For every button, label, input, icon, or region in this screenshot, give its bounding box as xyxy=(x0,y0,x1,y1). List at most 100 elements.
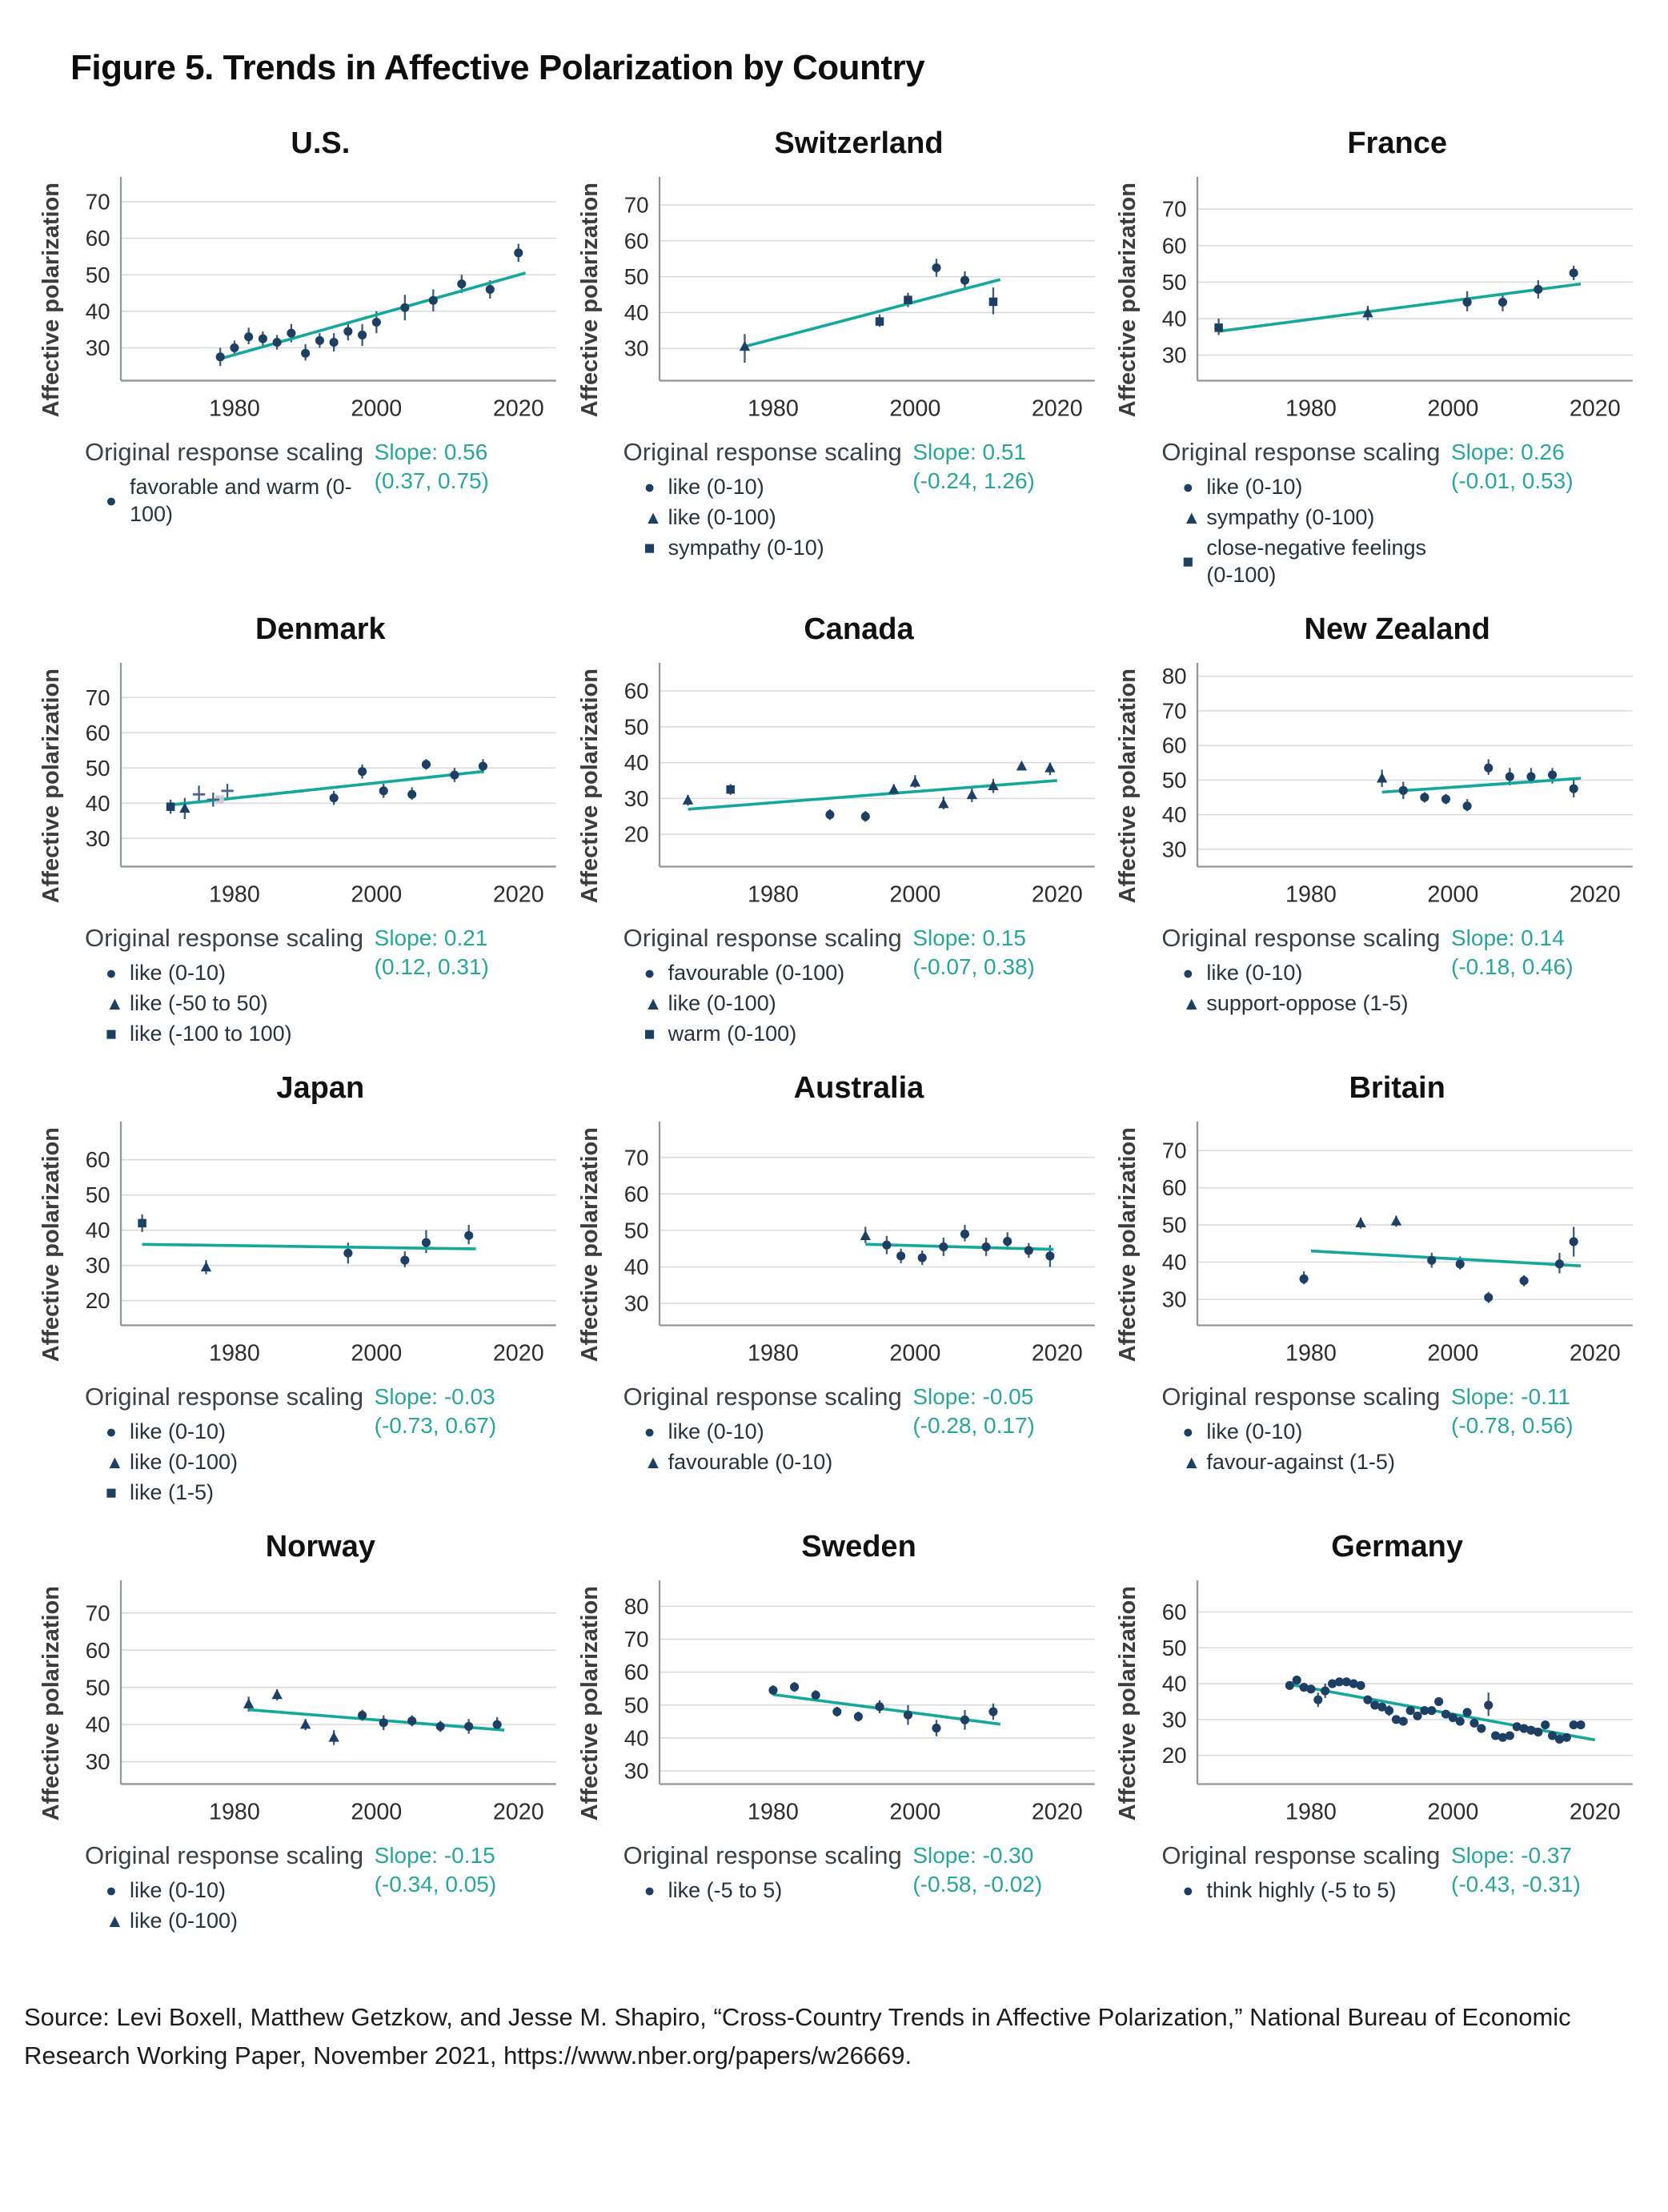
circle-marker xyxy=(428,295,438,305)
y-tick-label: 30 xyxy=(623,786,648,811)
square-marker xyxy=(726,785,735,794)
circle-marker xyxy=(464,1230,474,1240)
circle-marker xyxy=(1399,785,1409,795)
circle-marker xyxy=(1313,1695,1323,1704)
x-tick-label: 2020 xyxy=(1570,881,1621,907)
circle-marker xyxy=(1441,794,1451,804)
legend-items: ● like (0-10) ▲ like (0-100) xyxy=(85,1877,363,1934)
legend-heading: Original response scaling xyxy=(1161,923,1441,952)
circle-marker xyxy=(478,761,487,771)
panel-title: Sweden xyxy=(801,1529,916,1564)
gridlines xyxy=(121,201,556,349)
circle-marker-icon: ● xyxy=(1182,1420,1194,1442)
y-tick-label: 30 xyxy=(1162,1287,1187,1311)
y-tick-label: 40 xyxy=(1162,307,1187,331)
legend-row: Original response scaling ● like (0-10) ▲ f… xyxy=(1112,1383,1634,1475)
axes xyxy=(119,662,556,868)
circle-marker-icon: ● xyxy=(106,961,117,983)
circle-marker xyxy=(421,1238,431,1247)
circle-marker xyxy=(1292,1675,1302,1684)
axes xyxy=(119,1580,556,1785)
circle-marker xyxy=(1555,1259,1565,1269)
slope-annotation: Slope: -0.03 (-0.73, 0.67) xyxy=(375,1383,555,1441)
legend-block: Original response scaling ● like (-5 to 5… xyxy=(623,1841,902,1904)
square-marker xyxy=(903,295,912,304)
circle-marker xyxy=(358,767,367,777)
slope-annotation: Slope: -0.11 (-0.78, 0.56) xyxy=(1451,1383,1631,1441)
plot-row: Affective polarization 30 40 50 60 70 1980 200… xyxy=(35,1577,558,1830)
circle-marker-icon: ● xyxy=(106,1879,117,1901)
legend-item: ■ warm (0-100) xyxy=(644,1020,902,1047)
plot-row: Affective polarization 30 40 50 60 70 1980 200… xyxy=(574,1118,1097,1371)
slope-ci: (-0.43, -0.31) xyxy=(1451,1872,1581,1897)
legend-items: ● like (-5 to 5) xyxy=(623,1877,902,1904)
slope-annotation: Slope: 0.26 (-0.01, 0.53) xyxy=(1451,438,1631,496)
circle-marker xyxy=(244,332,254,342)
y-tick-labels: 30 40 50 60 70 80 xyxy=(623,1594,648,1784)
circle-marker-icon: ● xyxy=(644,1420,656,1442)
circle-marker-icon: ● xyxy=(644,1879,656,1901)
error-bars xyxy=(743,259,994,363)
circle-marker xyxy=(1392,1715,1401,1724)
gridlines xyxy=(659,204,1095,349)
circle-marker xyxy=(1420,793,1429,802)
slope-value: Slope: 0.56 xyxy=(374,439,488,464)
circle-marker xyxy=(1328,1679,1337,1688)
y-tick-label: 30 xyxy=(86,1253,110,1278)
triangle-marker xyxy=(299,1718,311,1729)
legend-item: ▲ like (-50 to 50) xyxy=(106,990,363,1017)
circle-marker xyxy=(960,1715,969,1724)
plot-row: Affective polarization 20 30 40 50 60 1980 200… xyxy=(574,660,1097,913)
circle-marker xyxy=(1335,1676,1345,1687)
y-tick-label: 70 xyxy=(623,1145,648,1170)
legend-item: ● like (-5 to 5) xyxy=(644,1877,902,1904)
circle-marker xyxy=(988,1707,998,1716)
circle-marker xyxy=(768,1685,778,1695)
legend-row: Original response scaling ● like (0-10) ▲ s… xyxy=(1112,438,1634,588)
gridlines xyxy=(121,697,556,839)
plot-row: Affective polarization 30 40 50 60 70 1980 200… xyxy=(35,660,558,913)
y-tick-labels: 30 40 50 60 70 xyxy=(86,1600,110,1774)
x-tick-label: 1980 xyxy=(748,1340,799,1366)
gridlines xyxy=(659,1605,1095,1772)
y-tick-label: 40 xyxy=(623,1255,648,1279)
circle-marker xyxy=(421,760,431,769)
axes xyxy=(1197,1121,1634,1327)
circle-marker xyxy=(343,1248,353,1258)
y-tick-label: 50 xyxy=(1162,270,1187,295)
square-marker xyxy=(138,1218,146,1227)
x-tick-label: 1980 xyxy=(209,395,260,421)
circle-marker xyxy=(1555,1734,1565,1744)
legend-heading: Original response scaling xyxy=(1161,1382,1441,1411)
triangle-marker-icon: ▲ xyxy=(1182,992,1201,1014)
panel-title: Britain xyxy=(1349,1070,1445,1105)
circle-marker-icon: ● xyxy=(644,476,656,497)
x-tick-labels: 1980 2000 2020 xyxy=(1285,1799,1621,1825)
country-panel-switzerland: Switzerland Affective polarization 30 40 5… xyxy=(574,126,1097,588)
x-tick-label: 2000 xyxy=(1428,881,1479,907)
ghost-square-marker xyxy=(215,795,224,805)
legend-item-label: like (-100 to 100) xyxy=(130,1021,292,1046)
circle-marker xyxy=(400,1255,410,1265)
circle-marker xyxy=(485,284,495,295)
circle-marker xyxy=(932,263,941,272)
circle-marker xyxy=(981,1242,991,1251)
circle-marker xyxy=(1569,784,1579,793)
y-tick-labels: 30 40 50 60 70 xyxy=(1162,1138,1187,1312)
circle-marker xyxy=(301,348,311,358)
panel-title: Denmark xyxy=(255,612,386,646)
legend-item: ▲ like (0-100) xyxy=(644,504,902,531)
x-tick-labels: 1980 2000 2020 xyxy=(748,1340,1083,1366)
y-axis-label: Affective polarization xyxy=(1115,668,1141,904)
circle-marker xyxy=(379,1717,388,1728)
legend-item: ● like (0-10) xyxy=(1182,473,1451,500)
circle-marker xyxy=(1306,1684,1316,1694)
legend-item-label: like (0-10) xyxy=(1206,1419,1303,1443)
y-tick-label: 40 xyxy=(1162,1671,1187,1696)
y-tick-label: 70 xyxy=(1162,1138,1187,1163)
y-tick-label: 40 xyxy=(86,1712,110,1736)
y-tick-label: 30 xyxy=(86,335,110,360)
country-panel-new-zealand: New Zealand Affective polarization 30 40 5… xyxy=(1112,612,1634,1047)
x-tick-label: 2020 xyxy=(493,881,544,907)
slope-value: Slope: 0.15 xyxy=(912,925,1026,950)
